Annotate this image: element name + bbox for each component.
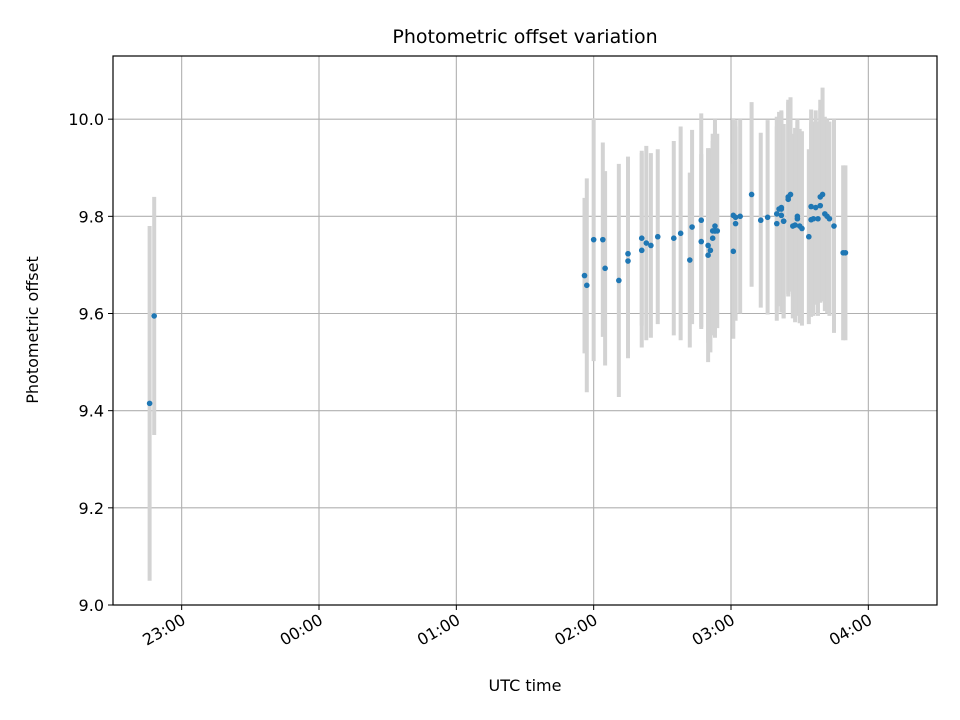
data-point	[625, 250, 631, 257]
data-point	[778, 204, 785, 211]
data-point	[773, 220, 780, 227]
data-point	[151, 313, 157, 319]
data-point	[146, 400, 153, 407]
data-point	[707, 247, 714, 254]
data-point	[812, 204, 819, 211]
chart-title: Photometric offset variation	[392, 26, 657, 48]
data-point	[643, 240, 650, 246]
y-tick-label: 10.0	[68, 110, 104, 129]
data-point	[808, 203, 814, 210]
data-point	[815, 215, 821, 222]
data-point	[581, 272, 588, 279]
data-point	[764, 214, 771, 221]
data-point	[773, 211, 780, 217]
data-point	[799, 225, 805, 232]
data-point	[689, 224, 695, 230]
data-point	[584, 282, 590, 289]
data-point	[705, 252, 711, 258]
y-tick-label: 9.2	[79, 499, 104, 518]
data-point	[810, 215, 817, 222]
data-point	[794, 213, 801, 220]
data-point	[602, 265, 608, 272]
data-point	[831, 223, 837, 229]
data-point	[616, 277, 622, 284]
data-point	[590, 236, 597, 243]
data-point	[780, 218, 787, 224]
data-point	[842, 249, 849, 256]
data-point	[648, 242, 654, 249]
data-point	[625, 258, 631, 264]
data-point	[712, 223, 718, 229]
data-point	[705, 242, 711, 249]
data-point	[687, 257, 693, 263]
y-tick-label: 9.8	[79, 207, 104, 226]
data-point	[792, 222, 798, 228]
y-axis: 9.0 9.2 9.4 9.6 9.8 10.0	[68, 110, 113, 615]
data-point	[826, 215, 833, 222]
x-axis-title: UTC time	[489, 676, 562, 695]
data-point	[778, 212, 785, 219]
data-point	[748, 191, 755, 198]
data-point	[677, 230, 684, 237]
data-point	[670, 235, 677, 241]
data-point	[806, 233, 812, 240]
y-tick-label: 9.4	[79, 402, 104, 421]
data-point	[654, 233, 661, 240]
data-points	[146, 191, 849, 407]
data-point	[787, 191, 794, 198]
y-axis-title: Photometric offset	[23, 256, 42, 404]
data-point	[600, 236, 606, 243]
plot-frame	[112, 55, 938, 606]
data-point	[819, 191, 826, 198]
data-point	[817, 202, 824, 209]
data-point	[698, 217, 705, 224]
data-point	[714, 228, 721, 234]
data-point	[698, 238, 705, 245]
y-tick-label: 9.0	[79, 596, 104, 615]
data-point	[732, 214, 739, 221]
data-point	[730, 248, 737, 255]
data-point	[757, 217, 764, 224]
data-point	[638, 247, 645, 254]
y-tick-label: 9.6	[79, 304, 104, 323]
data-point	[638, 235, 645, 241]
data-point	[732, 220, 739, 227]
data-point	[709, 235, 716, 241]
data-point	[737, 213, 743, 220]
